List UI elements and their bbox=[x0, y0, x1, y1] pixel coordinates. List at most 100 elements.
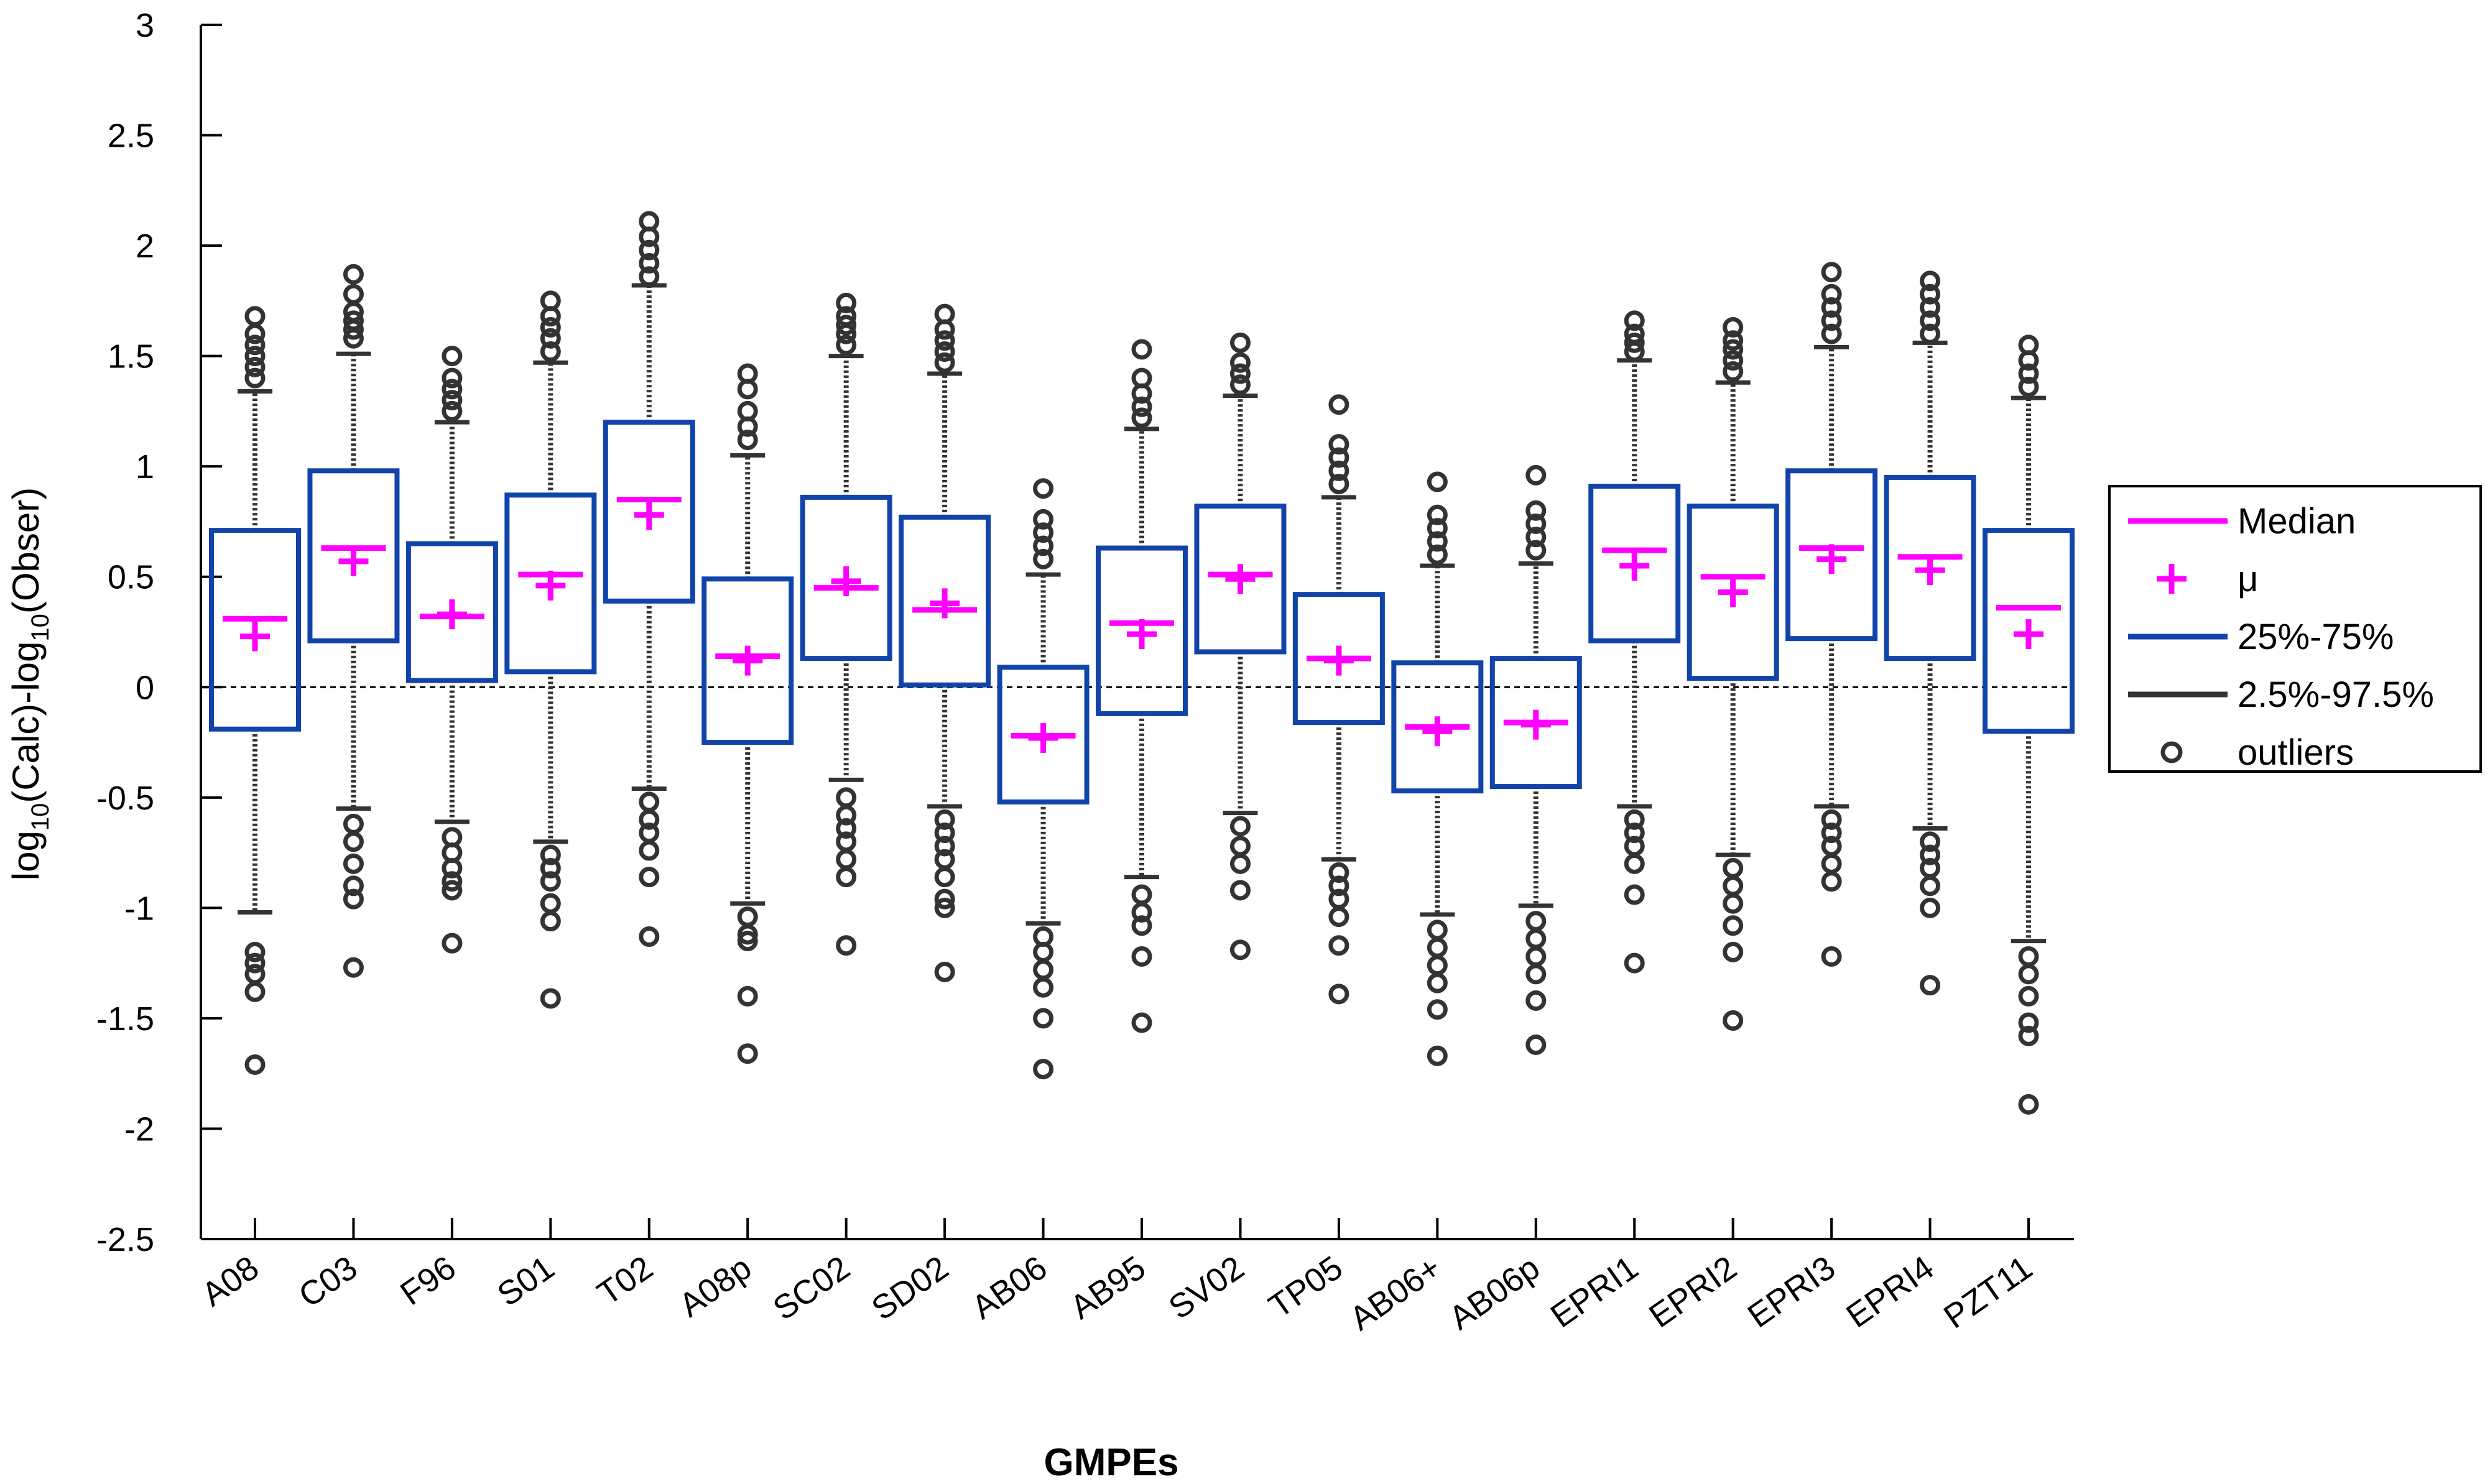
outlier-point bbox=[343, 813, 364, 834]
outlier-point bbox=[1131, 367, 1152, 389]
outlier-point bbox=[540, 988, 561, 1009]
outlier-point bbox=[1427, 999, 1448, 1020]
legend-frame bbox=[2108, 485, 2482, 773]
outlier-point bbox=[540, 911, 561, 932]
legend-label: 25%-75% bbox=[2238, 617, 2394, 657]
x-tick-label: A08p bbox=[672, 1249, 758, 1324]
y-axis-title-sub-2: 10 bbox=[27, 614, 54, 642]
outlier-point bbox=[1821, 297, 1842, 318]
outlier-point bbox=[1821, 946, 1842, 967]
outlier-point bbox=[1723, 330, 1744, 351]
y-tick-label: 3 bbox=[136, 7, 154, 44]
box-group-epri4 bbox=[1884, 270, 1976, 996]
outlier-point bbox=[1624, 823, 1645, 844]
iqr-box bbox=[1292, 592, 1385, 726]
box-group-epri3 bbox=[1785, 262, 1878, 967]
outlier-point bbox=[1033, 959, 1054, 980]
outlier-point bbox=[1920, 875, 1941, 896]
y-tick-label: -1.5 bbox=[96, 1000, 154, 1038]
outlier-point bbox=[1328, 935, 1349, 956]
outlier-point bbox=[934, 303, 955, 325]
outlier-point bbox=[639, 867, 660, 888]
outlier-point bbox=[244, 306, 266, 327]
iqr-box bbox=[800, 494, 892, 661]
outlier-point bbox=[1525, 990, 1547, 1012]
outlier-point bbox=[1723, 339, 1744, 360]
box-group-sd02 bbox=[899, 303, 991, 982]
outlier-point bbox=[1328, 474, 1349, 495]
y-tick-label: 0 bbox=[136, 669, 154, 706]
x-tick-label: PZT11 bbox=[1937, 1249, 2039, 1336]
y-tick-label: 1 bbox=[136, 448, 154, 486]
outlier-point bbox=[737, 906, 758, 928]
outlier-point bbox=[1229, 880, 1251, 901]
outlier-point bbox=[737, 430, 758, 451]
outlier-point bbox=[343, 957, 364, 978]
outlier-point bbox=[836, 818, 857, 839]
x-tick-label: EPRI4 bbox=[1840, 1249, 1940, 1335]
y-axis-title-part-mid: (Calc)-log bbox=[5, 642, 47, 803]
y-tick-label: -1 bbox=[124, 890, 154, 927]
outlier-point bbox=[934, 341, 955, 362]
y-axis-title: log10(Calc)-log10(Obser) bbox=[5, 487, 54, 880]
outlier-point bbox=[540, 844, 561, 865]
outlier-point bbox=[540, 290, 561, 311]
outlier-point bbox=[1229, 939, 1251, 961]
outlier-point bbox=[442, 367, 463, 389]
y-tick-label: 2.5 bbox=[108, 118, 154, 155]
outlier-point bbox=[244, 981, 266, 1002]
outlier-point bbox=[737, 985, 758, 1007]
y-axis-title-part-log: log bbox=[5, 831, 47, 880]
iqr-box bbox=[1588, 484, 1681, 643]
y-tick-label: 0.5 bbox=[108, 559, 154, 596]
outlier-point bbox=[1328, 906, 1349, 928]
outlier-point bbox=[836, 935, 857, 956]
outlier-point bbox=[1229, 836, 1251, 857]
iqr-box bbox=[1884, 474, 1976, 661]
outlier-point bbox=[1328, 984, 1349, 1005]
outlier-point bbox=[540, 316, 561, 338]
y-tick-label: -2.5 bbox=[96, 1221, 154, 1258]
outlier-point bbox=[1427, 972, 1448, 993]
outlier-point bbox=[442, 871, 463, 892]
outlier-point bbox=[639, 239, 660, 260]
outlier-point bbox=[1033, 509, 1054, 530]
x-tick-label: T02 bbox=[591, 1249, 660, 1313]
outlier-point bbox=[1624, 884, 1645, 905]
outlier-point bbox=[442, 346, 463, 367]
iqr-box bbox=[1983, 528, 2075, 734]
x-tick-label: A08 bbox=[195, 1249, 266, 1314]
outlier-point bbox=[934, 823, 955, 844]
outlier-point bbox=[1328, 875, 1349, 896]
y-tick-label: -2 bbox=[124, 1110, 154, 1148]
y-tick-label: -0.5 bbox=[96, 780, 154, 817]
outlier-point bbox=[836, 867, 857, 888]
outlier-point bbox=[244, 356, 266, 377]
box-group-tp05 bbox=[1292, 394, 1385, 1005]
outlier-point bbox=[639, 211, 660, 232]
x-tick-label: EPRI2 bbox=[1642, 1249, 1743, 1335]
outlier-point bbox=[1525, 1035, 1547, 1056]
box-group-ab95 bbox=[1096, 339, 1188, 1033]
outlier-point bbox=[639, 926, 660, 947]
outlier-point bbox=[1427, 544, 1448, 565]
box-group-a08p bbox=[701, 363, 794, 1064]
outlier-point bbox=[1328, 434, 1349, 455]
outlier-point bbox=[343, 831, 364, 852]
outlier-point bbox=[244, 367, 266, 389]
box-group-ab06p bbox=[1489, 464, 1582, 1056]
y-axis-title-part-end: (Obser) bbox=[5, 487, 47, 614]
outlier-point bbox=[343, 875, 364, 896]
outlier-point bbox=[2018, 985, 2039, 1007]
outlier-point bbox=[934, 836, 955, 857]
iqr-box bbox=[997, 665, 1090, 804]
outlier-point bbox=[1723, 893, 1744, 914]
y-tick-label: 2 bbox=[136, 228, 154, 265]
outlier-point bbox=[1328, 447, 1349, 468]
legend-label: 2.5%-97.5% bbox=[2238, 675, 2434, 715]
outlier-point bbox=[1427, 504, 1448, 525]
box-group-ab06 bbox=[997, 478, 1090, 1080]
outlier-point bbox=[639, 252, 660, 274]
outlier-point bbox=[1131, 901, 1152, 923]
outlier-point bbox=[2018, 376, 2039, 397]
